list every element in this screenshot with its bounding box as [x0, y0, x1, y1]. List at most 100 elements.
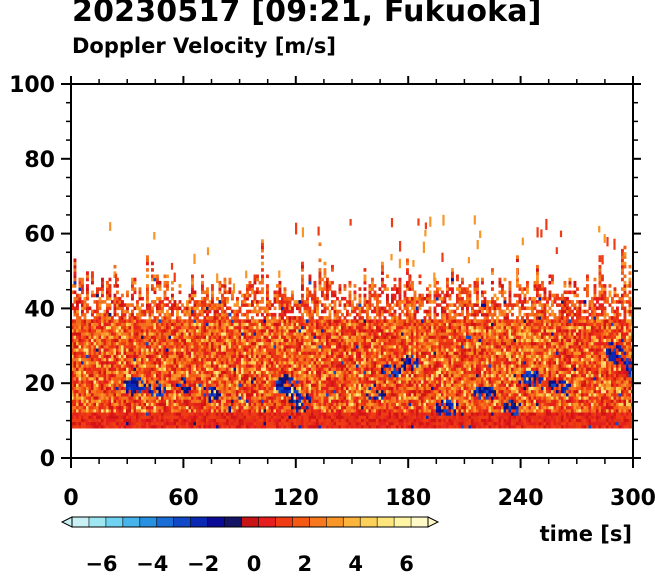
heatmap-cell [328, 284, 332, 288]
heatmap-cell [176, 399, 179, 403]
heatmap-cell [76, 389, 79, 394]
heatmap-cell [263, 415, 267, 419]
heatmap-cell [206, 296, 209, 301]
heatmap-cell [211, 344, 214, 349]
heatmap-cell [236, 364, 239, 368]
heatmap-cell [373, 306, 377, 311]
heatmap-cell [123, 421, 127, 426]
heatmap-cell [286, 360, 289, 365]
heatmap-cell [251, 357, 254, 362]
heatmap-cell [136, 386, 139, 391]
heatmap-cell [166, 319, 169, 323]
heatmap-cell [103, 383, 107, 387]
heatmap-cell [118, 383, 122, 387]
heatmap-cell [213, 367, 217, 371]
heatmap-cell [226, 316, 229, 320]
heatmap-cell [101, 344, 104, 349]
heatmap-cell [248, 319, 252, 323]
heatmap-cell [121, 389, 124, 394]
heatmap-cell [208, 421, 212, 426]
heatmap-cell [201, 280, 204, 285]
heatmap-cell [341, 364, 344, 368]
heatmap-cell [301, 277, 304, 282]
heatmap-cell [131, 402, 134, 407]
heatmap-cell [316, 396, 319, 400]
heatmap-cell [213, 408, 217, 413]
heatmap-cell [221, 389, 224, 394]
heatmap-cell [298, 344, 302, 349]
heatmap-cell [313, 322, 317, 327]
heatmap-cell [176, 405, 179, 410]
heatmap-cell [258, 399, 262, 403]
heatmap-cell [73, 364, 77, 368]
heatmap-cell [161, 348, 164, 352]
heatmap-cell [121, 309, 124, 314]
heatmap-cell [136, 415, 139, 419]
heatmap-cell [276, 370, 279, 375]
heatmap-cell [218, 338, 222, 343]
heatmap-cell [323, 284, 327, 288]
heatmap-cell [293, 418, 297, 423]
heatmap-cell [261, 280, 264, 285]
heatmap-cell [126, 367, 129, 371]
heatmap-cell [78, 351, 82, 355]
heatmap-cell [121, 322, 124, 327]
heatmap-cell [123, 316, 127, 320]
heatmap-cell [268, 389, 272, 394]
heatmap-cell [343, 316, 347, 320]
heatmap-cell [256, 322, 259, 327]
heatmap-cell [126, 335, 129, 339]
heatmap-cell [153, 405, 157, 410]
heatmap-cell [368, 316, 372, 320]
heatmap-cell [198, 348, 202, 352]
heatmap-cell [321, 392, 324, 397]
heatmap-cell [351, 408, 354, 413]
heatmap-cell [86, 344, 89, 349]
heatmap-cell [346, 364, 349, 368]
heatmap-cell [176, 367, 179, 371]
heatmap-cell [218, 367, 222, 371]
heatmap-cell [371, 341, 374, 346]
heatmap-cell [91, 335, 94, 339]
heatmap-cell [221, 351, 224, 355]
heatmap-cell [208, 405, 212, 410]
heatmap-cell [71, 306, 74, 311]
heatmap-cell [353, 370, 357, 375]
heatmap-cell [286, 392, 289, 397]
heatmap-cell [211, 373, 214, 378]
heatmap-cell [98, 332, 102, 336]
heatmap-cell [106, 287, 109, 291]
heatmap-cell [141, 408, 144, 413]
heatmap-cell [226, 383, 229, 387]
heatmap-cell [141, 367, 144, 371]
heatmap-cell [343, 408, 347, 413]
heatmap-cell [148, 328, 152, 333]
heatmap-cell [238, 408, 242, 413]
heatmap-cell [276, 424, 279, 429]
heatmap-cell [216, 309, 219, 314]
heatmap-cell [248, 418, 252, 423]
heatmap-cell [188, 332, 192, 336]
heatmap-cell [263, 357, 267, 362]
heatmap-cell [248, 284, 252, 288]
heatmap-cell [156, 328, 159, 333]
heatmap-cell [261, 322, 264, 327]
heatmap-cell [353, 322, 357, 327]
heatmap-cell [353, 284, 357, 288]
heatmap-cell [81, 367, 84, 371]
heatmap-cell [71, 421, 74, 426]
heatmap-cell [186, 360, 189, 365]
heatmap-cell [338, 392, 342, 397]
heatmap-cell [206, 396, 209, 400]
heatmap-cell [258, 306, 262, 311]
heatmap-cell [131, 383, 134, 387]
heatmap-cell [363, 380, 367, 384]
heatmap-cell [78, 421, 82, 426]
heatmap-cell [76, 357, 79, 362]
heatmap-cell [198, 364, 202, 368]
heatmap-cell [283, 383, 287, 387]
heatmap-cell [291, 328, 294, 333]
heatmap-cell [316, 364, 319, 368]
heatmap-cell [358, 344, 362, 349]
heatmap-cell [206, 332, 209, 336]
